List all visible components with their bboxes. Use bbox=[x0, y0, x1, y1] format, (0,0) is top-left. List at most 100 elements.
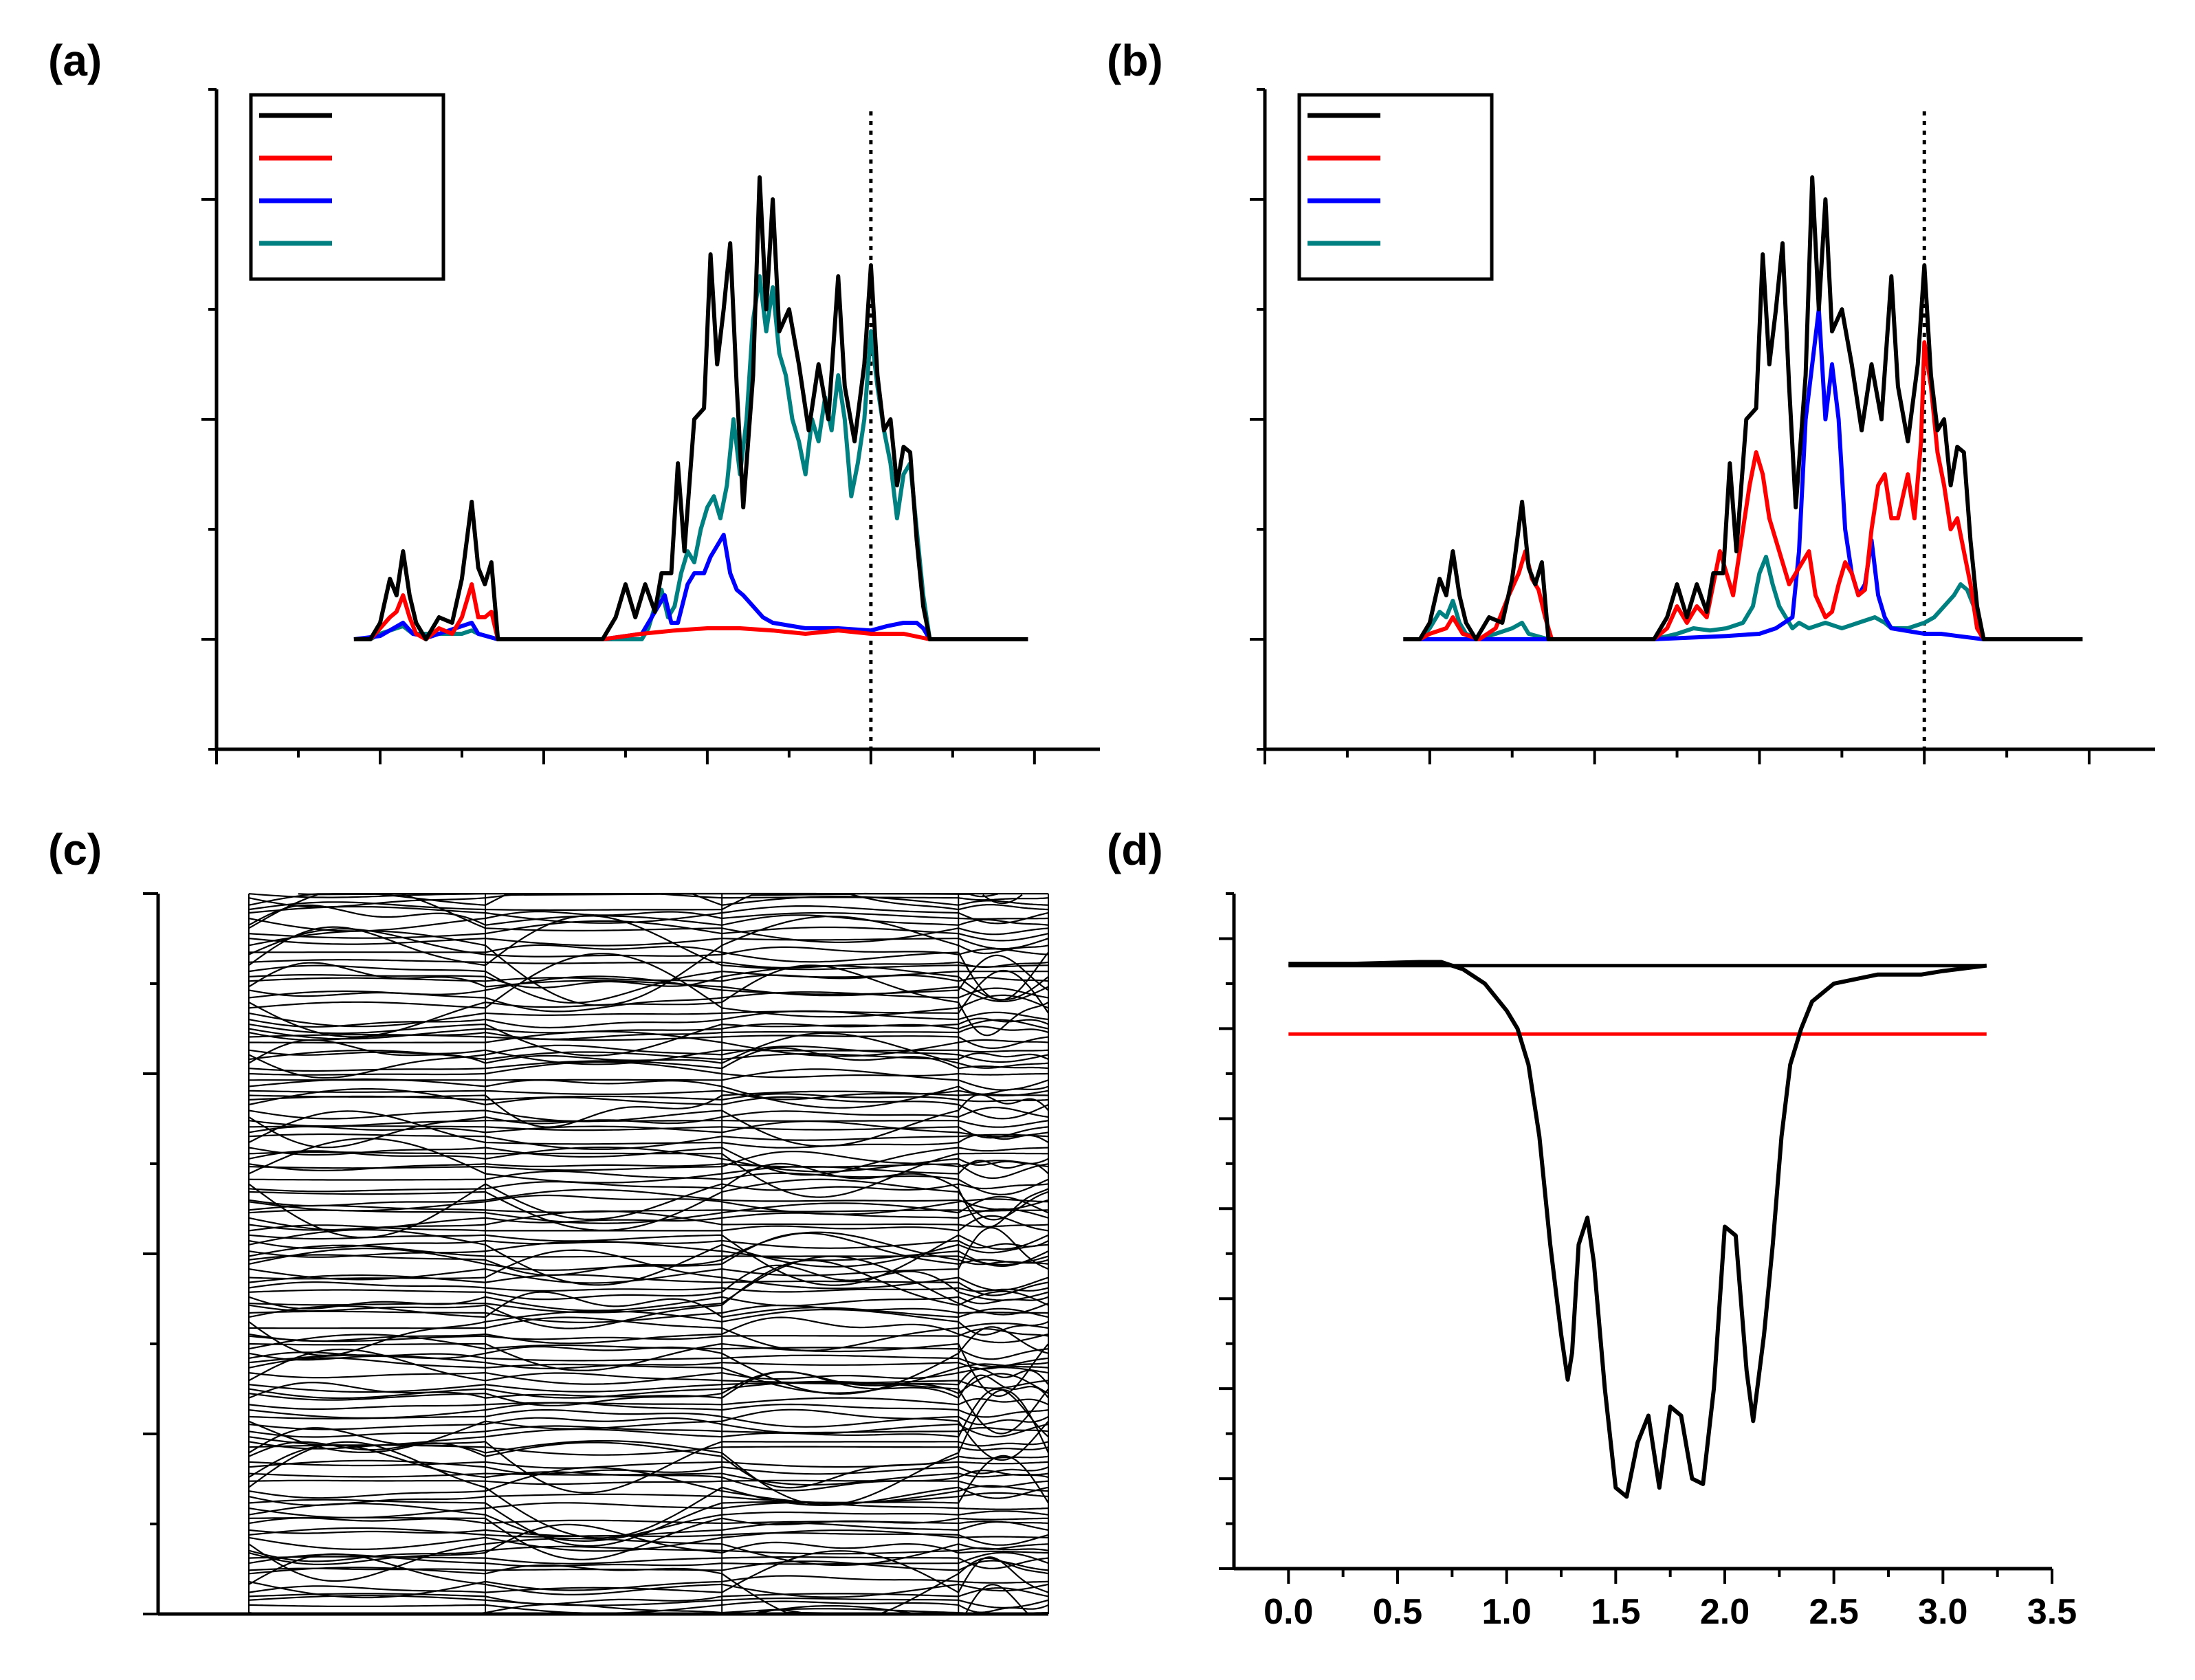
band-line bbox=[248, 964, 1049, 1038]
band-line bbox=[248, 1354, 1049, 1370]
band-line bbox=[248, 1047, 1049, 1072]
band-line bbox=[248, 1296, 1049, 1312]
band-line bbox=[248, 1264, 1049, 1301]
series-line-1 bbox=[353, 582, 1028, 641]
band-line bbox=[248, 1133, 1049, 1150]
band-line bbox=[248, 1291, 1049, 1318]
band-line bbox=[982, 894, 1023, 905]
band-line bbox=[248, 1228, 1049, 1286]
band-line bbox=[249, 944, 1049, 1002]
x-tick-label: 2.0 bbox=[1700, 1592, 1750, 1632]
band-line bbox=[248, 1397, 1049, 1410]
band-line bbox=[248, 1044, 1049, 1079]
panel-label-d: (d) bbox=[1107, 825, 1163, 874]
band-line bbox=[248, 1595, 1049, 1609]
band-line bbox=[248, 1521, 1049, 1537]
band-line bbox=[248, 1019, 1049, 1040]
x-tick-label: 0.5 bbox=[1373, 1592, 1422, 1632]
band-line bbox=[248, 1538, 1049, 1582]
band-line bbox=[248, 974, 1049, 982]
band-line bbox=[248, 1234, 1049, 1286]
band-line bbox=[248, 1151, 1048, 1198]
x-tick-label: 1.0 bbox=[1482, 1592, 1532, 1632]
band-line bbox=[248, 1472, 1049, 1486]
band-line bbox=[248, 893, 1049, 911]
band-line bbox=[248, 1259, 1049, 1329]
band-line bbox=[248, 1461, 1049, 1469]
band-line bbox=[248, 1120, 1049, 1128]
band-line bbox=[248, 1371, 1049, 1400]
band-line bbox=[248, 1441, 1049, 1539]
band-line bbox=[248, 1600, 1049, 1614]
band-line bbox=[248, 1239, 1049, 1249]
series-line-2 bbox=[1403, 307, 2083, 641]
band-line bbox=[248, 1195, 1049, 1224]
band-line bbox=[248, 1170, 1049, 1195]
band-line bbox=[756, 1584, 1028, 1615]
band-line bbox=[248, 1492, 1049, 1506]
band-line bbox=[248, 1326, 1049, 1395]
panel-a-dos-orbital bbox=[201, 88, 1100, 764]
band-line bbox=[248, 1503, 1049, 1543]
band-line bbox=[248, 911, 1048, 932]
x-tick-label: 3.5 bbox=[2027, 1592, 2077, 1632]
band-line bbox=[248, 1244, 1049, 1265]
band-line bbox=[248, 1050, 1049, 1061]
band-line bbox=[248, 965, 1049, 1001]
band-line bbox=[248, 969, 1049, 1028]
band-line bbox=[248, 1163, 1049, 1180]
band-line bbox=[248, 1575, 1048, 1599]
band-line bbox=[248, 1425, 1049, 1438]
band-line bbox=[248, 1479, 1049, 1488]
band-line bbox=[248, 1061, 1048, 1079]
band-line bbox=[248, 1551, 1049, 1567]
band-line bbox=[249, 1068, 1049, 1091]
band-line bbox=[248, 1444, 1049, 1456]
band-line bbox=[248, 1162, 1049, 1228]
band-line bbox=[248, 928, 1049, 958]
band-line bbox=[248, 1281, 1049, 1293]
band-line bbox=[248, 1147, 1049, 1173]
panel-b-dos-component bbox=[1250, 88, 2155, 764]
band-line bbox=[248, 1550, 1049, 1594]
band-line bbox=[248, 1455, 1049, 1547]
band-line bbox=[248, 1316, 1049, 1345]
band-line bbox=[248, 1274, 1049, 1296]
band-line bbox=[248, 905, 1049, 925]
band-line bbox=[248, 1516, 1049, 1560]
band-line bbox=[248, 938, 1049, 950]
band-line bbox=[248, 1408, 1049, 1461]
band-line bbox=[248, 1094, 1049, 1147]
band-line bbox=[248, 1380, 1049, 1435]
band-line bbox=[248, 1232, 1049, 1272]
panel-c-band-structure bbox=[143, 892, 1050, 1616]
band-line bbox=[248, 1560, 1049, 1571]
x-tick-label: 1.5 bbox=[1591, 1592, 1640, 1632]
band-line bbox=[248, 915, 1049, 1006]
band-line bbox=[298, 892, 998, 898]
band-line bbox=[248, 1587, 1049, 1605]
panel-label-c: (c) bbox=[48, 825, 102, 874]
band-line bbox=[248, 1466, 1049, 1504]
band-line bbox=[248, 1010, 1049, 1029]
band-line bbox=[248, 1147, 1049, 1176]
band-line bbox=[248, 954, 1049, 997]
band-line bbox=[248, 1351, 1049, 1367]
band-line bbox=[248, 1348, 1049, 1389]
band-line bbox=[248, 893, 1049, 908]
band-line bbox=[248, 962, 1049, 1002]
band-line bbox=[248, 1227, 1049, 1284]
panel-d-electrostatic-potential: 0.0 0.5 1.0 1.5 2.0 2.5 3.0 3.5 bbox=[1219, 892, 2077, 1632]
band-line bbox=[248, 1459, 1049, 1475]
band-line bbox=[248, 1402, 1049, 1419]
band-line bbox=[248, 1342, 1049, 1397]
legend-box bbox=[1297, 93, 1494, 281]
band-line bbox=[248, 1151, 1049, 1171]
panel-label-b: (b) bbox=[1107, 36, 1163, 85]
band-line bbox=[248, 1371, 1049, 1406]
band-line bbox=[248, 959, 1049, 969]
legend-box bbox=[249, 93, 445, 281]
band-line bbox=[248, 920, 1049, 942]
series-line-0 bbox=[1403, 175, 2083, 641]
